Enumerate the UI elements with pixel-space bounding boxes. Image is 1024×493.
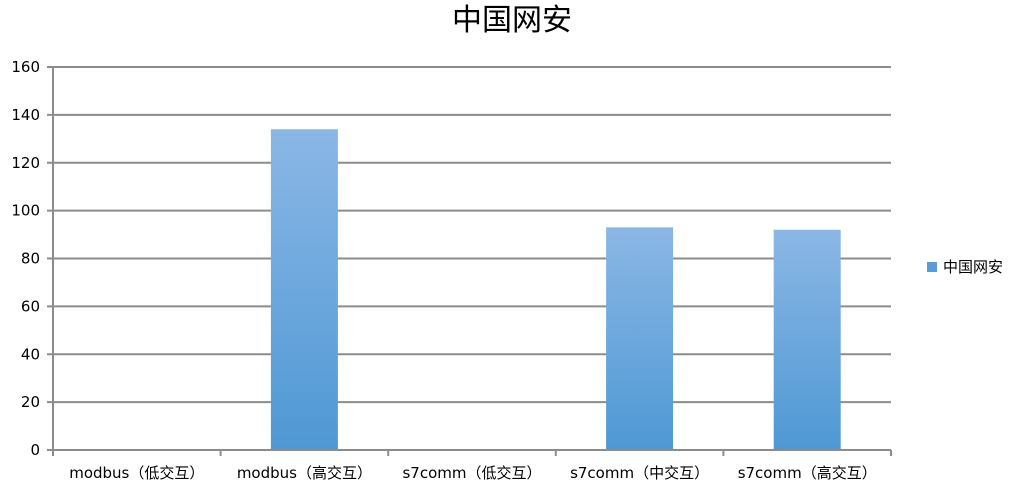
legend: 中国网安 xyxy=(927,258,1003,276)
y-tick-label-20: 20 xyxy=(21,393,40,411)
y-tick-label-120: 120 xyxy=(11,154,40,172)
legend-label: 中国网安 xyxy=(943,258,1003,276)
y-tick-label-160: 160 xyxy=(11,58,40,76)
bars xyxy=(270,129,841,451)
gridlines xyxy=(53,66,891,404)
y-tick-label-100: 100 xyxy=(11,202,40,220)
x-category-label-4: s7comm（高交互） xyxy=(738,464,877,482)
bar-3 xyxy=(606,227,674,450)
y-tick-label-60: 60 xyxy=(21,297,40,315)
chart-title: 中国网安 xyxy=(452,3,572,38)
y-tick-label-80: 80 xyxy=(21,250,40,268)
y-tick-label-140: 140 xyxy=(11,106,40,124)
axes xyxy=(52,67,892,456)
x-category-label-1: modbus（高交互） xyxy=(237,464,372,482)
bar-1 xyxy=(270,129,338,451)
bar-4 xyxy=(773,229,841,450)
y-tick-label-40: 40 xyxy=(21,345,40,363)
x-category-label-3: s7comm（中交互） xyxy=(570,464,709,482)
x-category-label-0: modbus（低交互） xyxy=(69,464,204,482)
y-tick-label-0: 0 xyxy=(30,441,40,459)
y-axis-ticks: 0 20 40 60 80 100 120 140 160 xyxy=(11,58,53,459)
x-category-label-2: s7comm（低交互） xyxy=(402,464,541,482)
x-axis-categories: modbus（低交互） modbus（高交互） s7comm（低交互） s7comm（… xyxy=(69,464,876,482)
legend-swatch xyxy=(927,262,937,272)
